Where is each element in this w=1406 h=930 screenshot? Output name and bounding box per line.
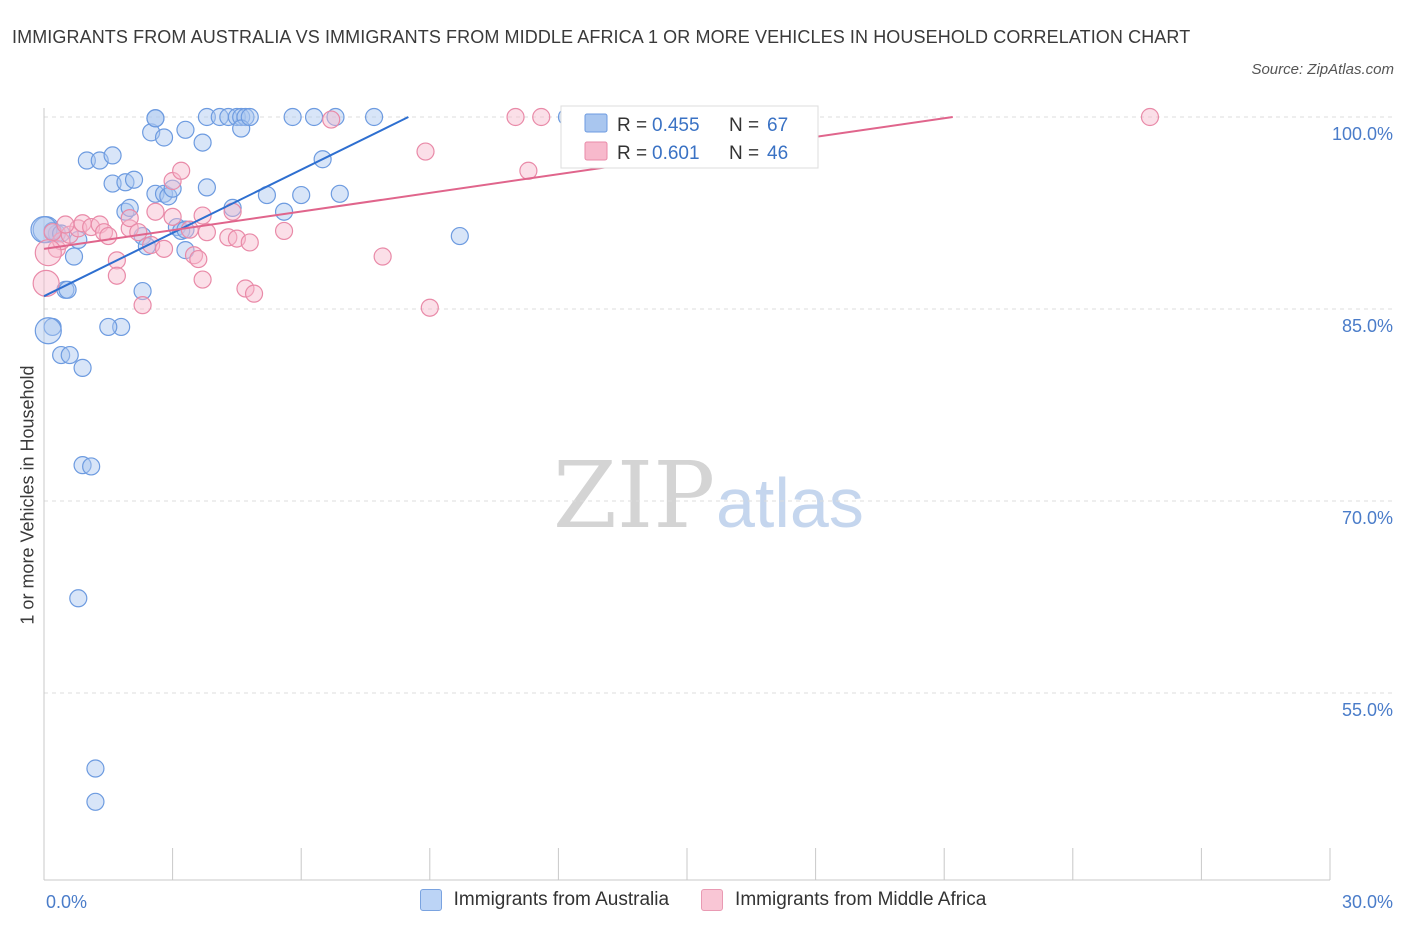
- middle-africa-point-31: [236, 279, 255, 298]
- middle-africa-point-42: [1140, 107, 1160, 127]
- y-tick-label-3: 55.0%: [1342, 700, 1393, 720]
- australia-point-63: [99, 317, 118, 337]
- y-tick-label-1: 85.0%: [1342, 316, 1393, 336]
- bottom-legend: Immigrants from Australia Immigrants fro…: [0, 889, 1406, 911]
- middle-africa-point-15: [133, 296, 152, 315]
- middle-africa-point-26: [193, 270, 212, 289]
- middle-africa-point-14: [129, 223, 148, 242]
- series-middle-africa: [32, 107, 1160, 317]
- australia-point-61: [86, 792, 105, 811]
- australia-point-26: [154, 128, 174, 147]
- australia-point-27: [146, 109, 165, 128]
- watermark-zip: ZIP: [553, 442, 715, 549]
- x-tick-label-0: 0.0%: [46, 892, 87, 912]
- australia-point-2: [34, 317, 62, 345]
- australia-point-34: [176, 120, 195, 139]
- legend-item-australia: Immigrants from Australia: [419, 889, 670, 911]
- australia-point-29: [163, 179, 182, 198]
- watermark: ZIP atlas: [553, 442, 864, 549]
- australia-point-37: [197, 178, 216, 197]
- australia-point-43: [236, 107, 255, 127]
- series-australia: [30, 107, 577, 811]
- middle-africa-point-18: [154, 239, 174, 258]
- legend-swatch-australia-bottom: [419, 889, 442, 911]
- trend-line-australia: [43, 116, 409, 298]
- gridlines: [44, 116, 1395, 694]
- middle-africa-point-21: [172, 161, 191, 180]
- middle-africa-point-27: [197, 223, 216, 242]
- middle-africa-point-13: [120, 209, 139, 228]
- middle-africa-point-32: [240, 233, 259, 252]
- legend-n-value-1: 67: [767, 115, 788, 136]
- legend-swatch-middle-africa-bottom: [701, 889, 724, 911]
- middle-africa-point-37: [416, 142, 435, 161]
- middle-africa-point-25: [189, 249, 208, 269]
- legend-n-label-1: N =: [729, 115, 759, 136]
- australia-point-9: [64, 247, 84, 266]
- australia-point-62: [112, 317, 131, 337]
- legend-item-middle-africa: Immigrants from Middle Africa: [701, 889, 986, 911]
- australia-point-58: [82, 457, 101, 476]
- australia-point-48: [283, 107, 302, 127]
- y-tick-label-2: 70.0%: [1342, 508, 1393, 528]
- axes: [43, 108, 1331, 881]
- legend-r-value-1: 0.455: [652, 115, 700, 136]
- australia-point-45: [240, 107, 259, 127]
- australia-point-55: [450, 226, 469, 246]
- middle-africa-point-34: [274, 221, 294, 241]
- middle-africa-point-9: [99, 226, 118, 246]
- australia-point-13: [103, 146, 122, 165]
- australia-point-18: [120, 198, 139, 217]
- australia-point-7: [60, 345, 79, 365]
- australia-point-33: [176, 241, 195, 260]
- middle-africa-point-41: [532, 107, 551, 127]
- correlation-legend: R = 0.455 N = 67 R = 0.601 N = 46: [560, 105, 819, 169]
- australia-point-36: [197, 107, 216, 127]
- legend-label-middle-africa: Immigrants from Middle Africa: [735, 889, 987, 910]
- legend-r-label-1: R =: [617, 115, 647, 136]
- australia-point-59: [69, 589, 88, 608]
- middle-africa-point-45: [34, 239, 62, 267]
- legend-swatch-australia: [584, 113, 608, 133]
- middle-africa-point-11: [107, 266, 126, 285]
- australia-point-14: [103, 174, 122, 193]
- legend-label-australia: Immigrants from Australia: [453, 889, 670, 910]
- australia-point-50: [292, 185, 311, 205]
- australia-point-16: [124, 170, 144, 189]
- middle-africa-point-44: [56, 215, 75, 234]
- source-label: Source: ZipAtlas.com: [1251, 61, 1394, 78]
- australia-point-35: [193, 133, 212, 152]
- middle-africa-point-39: [506, 107, 525, 127]
- australia-point-47: [274, 202, 294, 221]
- chart-title: IMMIGRANTS FROM AUSTRALIA VS IMMIGRANTS …: [12, 27, 1191, 47]
- australia-point-11: [77, 151, 96, 170]
- australia-point-20: [133, 281, 152, 301]
- middle-africa-point-36: [373, 247, 392, 266]
- middle-africa-point-35: [322, 110, 341, 129]
- australia-point-60: [86, 759, 105, 778]
- middle-africa-point-17: [146, 202, 165, 221]
- x-tick-label-1: 30.0%: [1342, 892, 1393, 912]
- middle-africa-point-38: [420, 298, 439, 317]
- middle-africa-point-0: [32, 269, 60, 297]
- australia-point-8: [73, 358, 92, 377]
- tick-labels: 100.0% 85.0% 70.0% 55.0% 0.0% 30.0%: [46, 124, 1393, 912]
- legend-r-label-2: R =: [617, 143, 647, 164]
- legend-n-value-2: 46: [767, 143, 788, 164]
- y-tick-label-0: 100.0%: [1332, 124, 1393, 144]
- middle-africa-point-33: [244, 284, 264, 303]
- legend-n-label-2: N =: [729, 143, 759, 164]
- watermark-atlas: atlas: [716, 464, 864, 542]
- australia-point-53: [330, 184, 349, 203]
- australia-point-54: [364, 107, 384, 127]
- middle-africa-point-19: [163, 207, 182, 226]
- legend-swatch-middle-africa: [584, 141, 608, 161]
- australia-point-49: [304, 107, 324, 127]
- legend-r-value-2: 0.601: [652, 143, 700, 164]
